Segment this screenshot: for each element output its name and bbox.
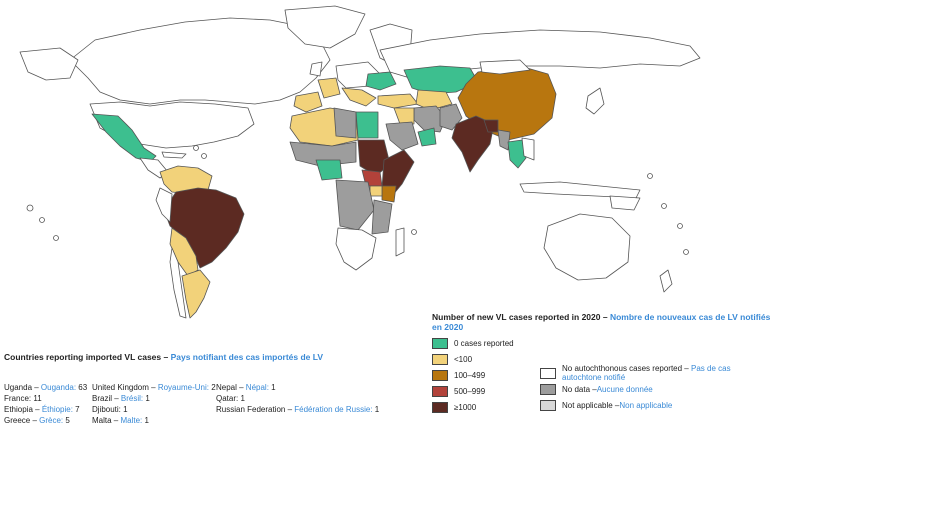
- island-pacific-3: [677, 223, 683, 229]
- country-east-africa-south: [371, 199, 393, 235]
- country-turkey: [377, 93, 419, 109]
- country-alaska: [19, 47, 79, 81]
- country-southern-africa: [335, 227, 377, 271]
- imported-row-france: France: 11: [4, 394, 42, 403]
- country-madagascar: [395, 227, 405, 257]
- imported-cases-title: Countries reporting imported VL cases – …: [4, 352, 323, 362]
- country-uk: [309, 61, 323, 77]
- country-indonesia: [519, 181, 641, 199]
- imported-row-uganda: Uganda – Ouganda: 63: [4, 383, 88, 392]
- island-pacific-2: [661, 203, 667, 209]
- country-greenland: [284, 5, 366, 49]
- imported-row-uk: United Kingdom – Royaume-Uni: 2: [92, 383, 216, 392]
- imported-row-qatar: Qatar: 1: [216, 394, 245, 403]
- country-egypt: [355, 111, 379, 139]
- country-iraq-syria: [393, 107, 415, 125]
- country-chile: [169, 247, 187, 319]
- country-ukraine-region: [365, 71, 397, 91]
- legend-item-500-999: 500–999: [432, 386, 485, 397]
- country-iberia: [293, 91, 323, 113]
- island-pacific-1: [647, 173, 653, 179]
- island-atlantic-3: [53, 235, 59, 241]
- country-uganda: [369, 185, 383, 197]
- island-caribbean-1: [193, 145, 199, 151]
- imported-row-russia: Russian Federation – Fédération de Russi…: [216, 405, 380, 414]
- country-argentina: [181, 269, 211, 319]
- swatch-na: [540, 400, 556, 411]
- country-saudi-arabia: [385, 121, 419, 151]
- imported-row-malta: Malta – Malte: 1: [92, 416, 149, 425]
- swatch-nodata: [540, 384, 556, 395]
- country-arabian-gulf: [417, 127, 437, 147]
- country-papua: [609, 195, 641, 211]
- country-canada: [69, 17, 331, 105]
- swatch-ge1000: [432, 402, 448, 413]
- country-mexico: [91, 113, 157, 163]
- country-new-zealand: [659, 269, 673, 293]
- island-caribbean-2: [201, 153, 207, 159]
- legend-item-100-499: 100–499: [432, 370, 485, 381]
- legend-item-0-cases: 0 cases reported: [432, 338, 514, 349]
- imported-row-ethiopia: Ethiopia – Éthiopie: 7: [4, 405, 80, 414]
- legend-item-ge1000: ≥1000: [432, 402, 476, 413]
- country-central-asia: [415, 89, 453, 111]
- country-japan: [585, 87, 605, 115]
- legend-item-no-data: No data – Aucune donnée: [540, 384, 653, 395]
- country-myanmar: [497, 129, 511, 151]
- country-central-africa: [335, 179, 375, 231]
- imported-cases-panel: Countries reporting imported VL cases – …: [4, 352, 424, 425]
- swatch-500-999: [432, 386, 448, 397]
- country-cuba: [161, 151, 187, 159]
- island-indian-ocean: [411, 229, 417, 235]
- country-thailand: [507, 139, 527, 169]
- country-india: [451, 115, 495, 173]
- country-kenya: [381, 185, 397, 203]
- imported-column-1: Uganda – Ouganda: 63 France: 11 Ethiopia…: [4, 382, 87, 426]
- country-nigeria: [315, 159, 343, 181]
- imported-row-djibouti: Djibouti: 1: [92, 405, 128, 414]
- legend-item-lt100: <100: [432, 354, 472, 365]
- legend-item-no-autochthonous: No autochthonous cases reported – Pas de…: [540, 364, 770, 382]
- legend-item-not-applicable: Not applicable – Non applicable: [540, 400, 672, 411]
- legend-title: Number of new VL cases reported in 2020 …: [432, 312, 771, 332]
- case-count-legend: Number of new VL cases reported in 2020 …: [432, 312, 772, 413]
- country-mongolia: [479, 59, 531, 75]
- swatch-lt100: [432, 354, 448, 365]
- swatch-zero: [432, 338, 448, 349]
- legend-title-fr: Nombre de nouveaux cas de LV notifiés en…: [432, 312, 771, 332]
- country-italy-balkans: [341, 87, 377, 107]
- imported-row-brazil: Brazil – Brésil: 1: [92, 394, 150, 403]
- imported-column-3: Nepal – Népal: 1 Qatar: 1 Russian Federa…: [216, 382, 379, 415]
- imported-column-2: United Kingdom – Royaume-Uni: 2 Brazil –…: [92, 382, 216, 426]
- imported-row-greece: Greece – Grèce: 5: [4, 416, 70, 425]
- swatch-none: [540, 367, 556, 379]
- country-indochina: [521, 137, 535, 161]
- country-australia: [543, 213, 631, 281]
- island-atlantic-2: [39, 217, 45, 223]
- island-pacific-4: [683, 249, 689, 255]
- country-libya: [333, 107, 357, 139]
- imported-row-nepal: Nepal – Népal: 1: [216, 383, 276, 392]
- country-france: [317, 77, 341, 99]
- country-peru-ecuador: [155, 187, 173, 223]
- swatch-100-499: [432, 370, 448, 381]
- island-atlantic-1: [26, 204, 34, 212]
